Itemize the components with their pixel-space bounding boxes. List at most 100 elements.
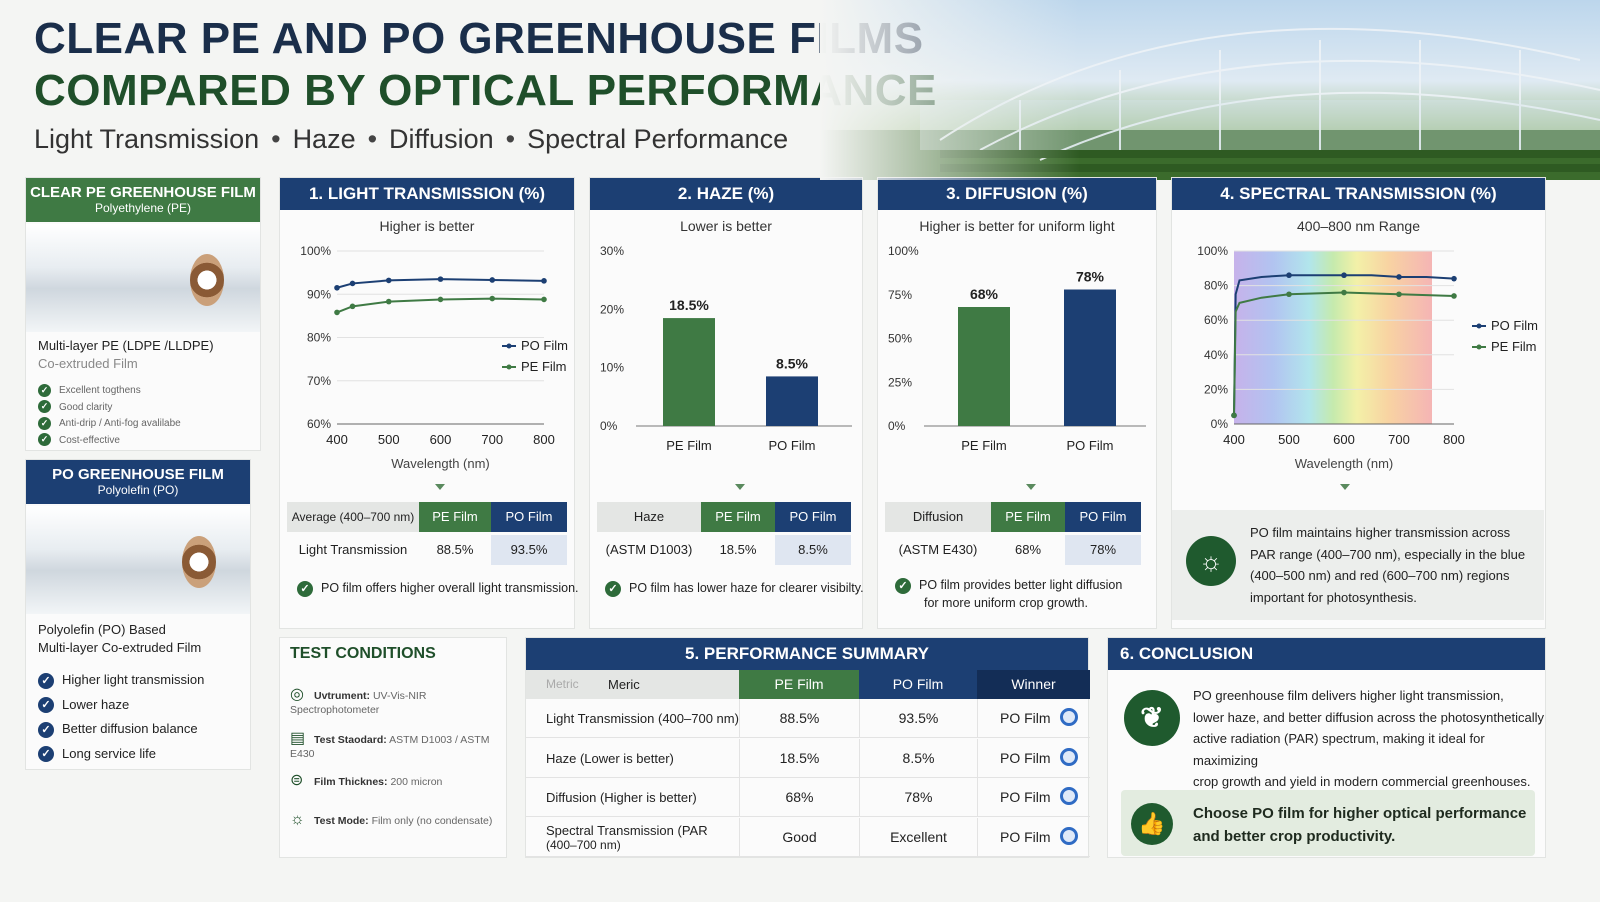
legend-label: PE Film: [521, 359, 567, 374]
summary-header-winner: Winner: [977, 670, 1090, 699]
data-point: [385, 298, 392, 305]
conclusion-title: 6. CONCLUSION: [1108, 638, 1545, 670]
page-title-line1: CLEAR PE AND PO GREENHOUSE FILMS: [34, 14, 924, 63]
feature-item: ✓ Cost-effective: [38, 433, 181, 450]
thumbs-up-icon: 👍: [1131, 803, 1173, 845]
po-film-roll-image: [26, 506, 250, 614]
bar-value-label: 68%: [970, 286, 999, 302]
x-axis-label: Wavelength (nm): [391, 456, 490, 471]
data-point: [541, 278, 547, 284]
series-line-pe: [1233, 291, 1455, 416]
bullet-separator: •: [505, 124, 516, 154]
down-arrow-icon: [435, 484, 445, 490]
test-conditions-card: TEST CONDITIONS ◎ Uvtrument: UV-Vis-NIR S…: [279, 637, 507, 858]
metric-cell: Light Transmission (400–700 nm): [546, 711, 739, 726]
x-tick-label: 700: [481, 432, 503, 447]
category-label: PO Film: [769, 438, 816, 453]
table-cell: (ASTM E430): [898, 542, 978, 557]
table-row: Light Transmission (400–700 nm) 88.5% 93.5…: [526, 699, 1090, 738]
metric-cell: Haze (Lower is better): [546, 750, 674, 766]
haze-chart: 30% 20% 10% 0% 18.5% PE Film 8.5% PO Film: [600, 244, 852, 490]
light-transmission-chart: 100% 90% 80% 70% 60%400 500 600 700 800 Wavelengt…: [300, 244, 568, 490]
pe-feature-list: ✓ Excellent togthens ✓ Good clarity ✓ Anti-…: [38, 383, 181, 449]
chart4-subtitle: 400–800 nm Range: [1297, 218, 1420, 234]
bar-po: [766, 376, 818, 426]
award-ribbon-icon: [1060, 826, 1078, 845]
category-label: PE Film: [961, 438, 1007, 453]
test-row: ▤ Test Staodard: ASTM D1003 / ASTM E430: [290, 730, 490, 760]
clipboard-icon: ▤: [290, 730, 306, 747]
pe-card-title: CLEAR PE GREENHOUSE FILM: [30, 184, 256, 201]
table-cell-pe: 68%: [1014, 542, 1042, 557]
data-point: [489, 295, 496, 302]
y-tick-label: 100%: [888, 244, 919, 258]
chart3-title: 3. DIFFUSION (%): [878, 178, 1156, 210]
cta-box: 👍 Choose PO film for higher optical perf…: [1121, 790, 1535, 856]
data-point: [334, 284, 340, 291]
legend-marker: [506, 343, 512, 349]
winner-cell: PO Film: [977, 699, 1090, 738]
test-row: ⊜ Film Thicknes: 200 micron: [290, 772, 443, 789]
table-header: Average (400–700 nm): [287, 502, 419, 532]
roll-core-icon: [182, 536, 216, 588]
pe-card-header: CLEAR PE GREENHOUSE FILM Polyethylene (P…: [26, 178, 260, 222]
summary-header-pe: PE Film: [739, 670, 859, 699]
diffusion-table: Diffusion PE Film PO Film (ASTM E430) 68…: [885, 502, 1141, 566]
data-point: [1396, 274, 1402, 280]
po-card-desc1: Polyolefin (PO) Based: [38, 622, 166, 637]
x-tick-label: 800: [533, 432, 555, 447]
diffusion-card: 3. DIFFUSION (%) Higher is better for un…: [877, 177, 1157, 629]
po-card-title: PO GREENHOUSE FILM: [52, 466, 224, 483]
check-icon: ✓: [38, 383, 51, 397]
pe-cell: 88.5%: [739, 699, 859, 738]
feature-item: ✓ Excellent togthens: [38, 383, 181, 400]
legend-label: PE Film: [1491, 339, 1537, 354]
po-card-header: PO GREENHOUSE FILM Polyolefin (PO): [26, 460, 250, 504]
data-point: [1286, 291, 1292, 298]
metric-label: Meric: [608, 677, 640, 692]
greenhouse-photo: [820, 0, 1600, 180]
spectral-chart: 100% 80% 60% 40% 20% 0%400 500 600 700 800 Wavelen…: [1197, 244, 1538, 490]
table-row: Diffusion (Higher is better) 68% 78% PO Fil…: [526, 778, 1090, 817]
feature-item: ✓ Lower haze: [38, 693, 204, 718]
x-tick-label: 500: [378, 432, 400, 447]
haze-note: ✓ PO film has lower haze for clearer visi…: [605, 579, 864, 597]
winner-cell: PO Film: [977, 817, 1090, 857]
check-icon: ✓: [38, 697, 54, 714]
page-title-line2: COMPARED BY OPTICAL PERFORMANCE: [34, 66, 937, 115]
down-arrow-icon: [1026, 484, 1036, 490]
check-icon: ✓: [38, 721, 54, 738]
subtitle-item: Spectral Performance: [527, 124, 789, 154]
subtitle-item: Light Transmission: [34, 124, 260, 154]
po-film-card: PO GREENHOUSE FILM Polyolefin (PO) Polyo…: [25, 459, 251, 770]
summary-title: 5. PERFORMANCE SUMMARY: [526, 638, 1088, 670]
table-row: Haze (Lower is better) 18.5% 8.5% PO Film: [526, 738, 1090, 778]
po-cell: 78%: [859, 778, 977, 817]
check-icon: ✓: [605, 580, 621, 597]
x-tick-label: 600: [430, 432, 452, 447]
y-tick-label: 0%: [600, 419, 618, 433]
check-icon: ✓: [38, 672, 54, 689]
chart3-subtitle: Higher is better for uniform light: [919, 218, 1115, 234]
diffusion-note: ✓ PO film provides better light diffusion…: [895, 576, 1122, 612]
winner-cell: PO Film: [977, 778, 1090, 817]
table-header-po: PO Film: [775, 502, 851, 532]
data-point: [541, 296, 547, 303]
legend-marker: [1476, 344, 1482, 350]
data-point: [1396, 291, 1402, 298]
data-point: [349, 303, 356, 310]
legend-marker: [1476, 323, 1482, 329]
data-point: [1341, 272, 1347, 279]
data-point: [385, 277, 392, 284]
pe-card-desc1: Multi-layer PE (LDPE /LLDPE): [38, 338, 214, 353]
y-tick-label: 0%: [888, 419, 906, 433]
y-tick-label: 20%: [1204, 382, 1228, 396]
pe-film-roll-image: [26, 224, 260, 332]
bar-pe: [958, 307, 1010, 426]
pe-cell: 68%: [739, 778, 859, 817]
y-tick-label: 0%: [1211, 417, 1229, 431]
po-cell: 8.5%: [859, 738, 977, 778]
haze-table: Haze PE Film PO Film (ASTM D1003) 18.5% …: [597, 502, 851, 566]
transmission-note: ✓ PO film offers higher overall light tra…: [297, 579, 579, 597]
data-point: [1451, 275, 1457, 282]
